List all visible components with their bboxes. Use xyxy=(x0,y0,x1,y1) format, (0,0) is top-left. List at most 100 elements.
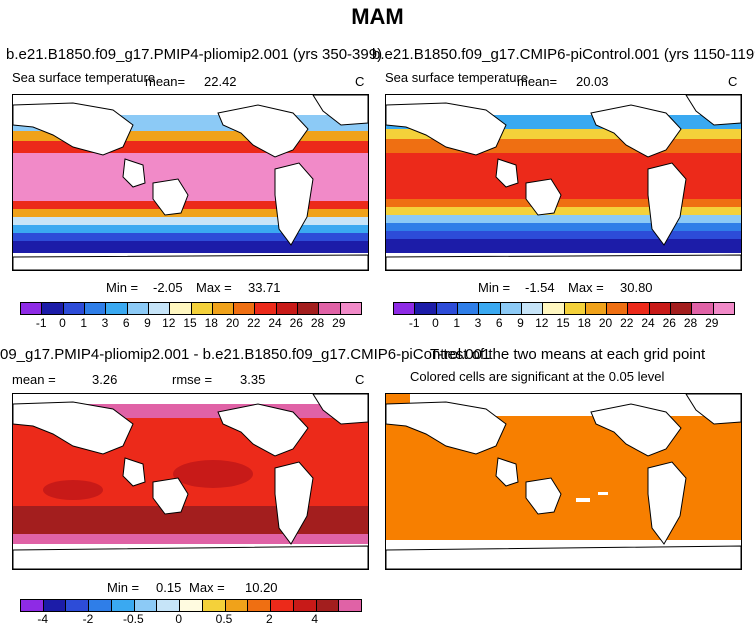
panel-b-colorbar-tick-label: 12 xyxy=(535,316,549,330)
panel-c-rmse-label: rmse = xyxy=(172,372,213,387)
panel-b-max-label: Max = xyxy=(568,280,604,295)
panel-a-mean-value: 22.42 xyxy=(204,74,237,89)
panel-b-colorbar-color-swatch xyxy=(543,303,565,314)
panel-a-colorbar-color-swatch xyxy=(276,303,299,314)
panel-c-colorbar-color-swatch xyxy=(89,600,112,611)
panel-c-colorbar-color-swatch xyxy=(66,600,90,611)
panel-b-colorbar-color-swatch xyxy=(713,303,734,314)
panel-c-colorbar-color-swatch xyxy=(157,600,181,611)
panel-b-colorbar-tick-label: 22 xyxy=(620,316,634,330)
panel-c-mean-label: mean = xyxy=(12,372,56,387)
panel-b-min-label: Min = xyxy=(478,280,511,295)
panel-b-colorbar-color-swatch xyxy=(628,303,650,314)
panel-c-colorbar-color-swatch xyxy=(21,600,44,611)
panel-b-colorbar-color-swatch xyxy=(564,303,586,314)
panel-a-colorbar-ticks: -1 0 1 3 6 9 12 15 18 20 22 24 26 28 29 xyxy=(20,316,360,330)
panel-c-colorbar xyxy=(20,599,362,612)
panel-b-colorbar-color-swatch xyxy=(479,303,501,314)
panel-a-colorbar-tick-label: 28 xyxy=(310,316,325,330)
panel-a-colorbar-tick-label: 24 xyxy=(268,316,282,330)
panel-b-colorbar-color-swatch xyxy=(607,303,629,314)
panel-b-colorbar-ticks: -1 0 1 3 6 9 12 15 18 20 22 24 26 28 29 xyxy=(393,316,733,330)
panel-a-colorbar-tick-label: 15 xyxy=(183,316,197,330)
panel-d-subtitle: Colored cells are significant at the 0.0… xyxy=(410,369,665,384)
panel-b-colorbar-color-swatch xyxy=(671,303,693,314)
panel-c-max-value: 10.20 xyxy=(245,580,278,595)
panel-b-colorbar-tick-label: 28 xyxy=(683,316,698,330)
panel-a-colorbar-tick-label: 0 xyxy=(59,316,66,330)
panel-a-sst-field xyxy=(13,95,368,270)
panel-a-colorbar-tick-label: 22 xyxy=(247,316,261,330)
panel-c-rmse-value: 3.35 xyxy=(240,372,266,387)
panel-a-colorbar-color-swatch xyxy=(255,303,277,314)
panel-c-colorbar-tick-label: -2 xyxy=(82,612,94,626)
panel-a-colorbar-color-swatch xyxy=(106,303,128,314)
panel-a-colorbar-color-swatch xyxy=(63,303,85,314)
panel-a-colorbar-color-swatch xyxy=(319,303,341,314)
panel-a-min-value: -2.05 xyxy=(153,280,183,295)
panel-b-map xyxy=(385,94,742,271)
panel-c-colorbar-tick-label: 2 xyxy=(265,612,273,626)
panel-b-colorbar-tick-label: 26 xyxy=(662,316,676,330)
panel-a-colorbar-tick-label: -1 xyxy=(35,316,47,330)
panel-b-colorbar-tick-label: 6 xyxy=(495,316,503,330)
panel-c-map xyxy=(12,393,369,570)
panel-a-colorbar xyxy=(20,302,362,315)
panel-c-units: C xyxy=(355,372,365,387)
panel-b-colorbar-tick-label: 29 xyxy=(705,316,719,330)
panel-a-colorbar-color-swatch xyxy=(127,303,149,314)
panel-a-colorbar-tick-label: 20 xyxy=(225,316,240,330)
panel-a-colorbar-color-swatch xyxy=(340,303,361,314)
panel-c-colorbar-color-swatch xyxy=(248,600,272,611)
panel-b-variable-label: Sea surface temperature xyxy=(385,70,529,85)
panel-b-colorbar xyxy=(393,302,735,315)
panel-a-units: C xyxy=(355,74,365,89)
panel-c-run-label: 09_g17.PMIP4-pliomip2.001 - b.e21.B1850.… xyxy=(0,346,491,363)
panel-b-colorbar-tick-label: 9 xyxy=(517,316,524,330)
panel-a-max-label: Max = xyxy=(196,280,232,295)
panel-b-mean-value: 20.03 xyxy=(576,74,609,89)
panel-c-colorbar-color-swatch xyxy=(293,600,317,611)
panel-a-colorbar-color-swatch xyxy=(298,303,320,314)
panel-b-colorbar-tick-label: 18 xyxy=(577,316,591,330)
panel-a-colorbar-color-swatch xyxy=(212,303,235,314)
panel-c-mean-value: 3.26 xyxy=(92,372,118,387)
panel-a-colorbar-tick-label: 1 xyxy=(80,316,88,330)
panel-c-colorbar-color-swatch xyxy=(43,600,67,611)
panel-b-colorbar-color-swatch xyxy=(394,303,416,314)
panel-c-min-label: Min = xyxy=(107,580,140,595)
panel-b-colorbar-color-swatch xyxy=(415,303,437,314)
panel-a-colorbar-tick-label: 12 xyxy=(162,316,176,330)
panel-b-colorbar-color-swatch xyxy=(457,303,480,314)
panel-c-colorbar-color-swatch xyxy=(271,600,294,611)
panel-a-colorbar-tick-label: 18 xyxy=(204,316,218,330)
panel-b-min-value: -1.54 xyxy=(525,280,555,295)
panel-b-colorbar-color-swatch xyxy=(692,303,714,314)
panel-a-run-label: b.e21.B1850.f09_g17.PMIP4-pliomip2.001 (… xyxy=(6,46,383,63)
panel-a-colorbar-color-swatch xyxy=(84,303,107,314)
panel-a-map xyxy=(12,94,369,271)
panel-b-sst-field xyxy=(386,95,741,270)
panel-c-colorbar-tick-label: 0.5 xyxy=(215,612,233,626)
panel-b-colorbar-tick-label: 1 xyxy=(453,316,461,330)
panel-c-colorbar-tick-label: 4 xyxy=(311,612,318,626)
panel-b-colorbar-color-swatch xyxy=(649,303,672,314)
panel-a-colorbar-tick-label: 3 xyxy=(101,316,109,330)
panel-b-colorbar-tick-label: 0 xyxy=(432,316,439,330)
panel-b-run-label: b.e21.B1850.f09_g17.CMIP6-piControl.001 … xyxy=(372,46,755,63)
panel-d-significance-field xyxy=(386,394,741,569)
panel-b-mean-label: mean= xyxy=(517,74,558,89)
panel-c-colorbar-tick-label: 0 xyxy=(175,612,182,626)
panel-b-colorbar-tick-label: 3 xyxy=(474,316,482,330)
panel-b-units: C xyxy=(728,74,738,89)
figure-title: MAM xyxy=(351,4,404,29)
panel-b-colorbar-color-swatch xyxy=(500,303,522,314)
panel-c-colorbar-tick-label: -4 xyxy=(37,612,48,626)
panel-c-diff-field xyxy=(13,394,368,569)
panel-c-max-label: Max = xyxy=(189,580,225,595)
panel-b-colorbar-tick-label: 20 xyxy=(598,316,613,330)
panel-a-max-value: 33.71 xyxy=(248,280,281,295)
panel-a-colorbar-color-swatch xyxy=(148,303,171,314)
panel-a-colorbar-tick-label: 6 xyxy=(122,316,130,330)
panel-a-colorbar-tick-label: 29 xyxy=(332,316,346,330)
